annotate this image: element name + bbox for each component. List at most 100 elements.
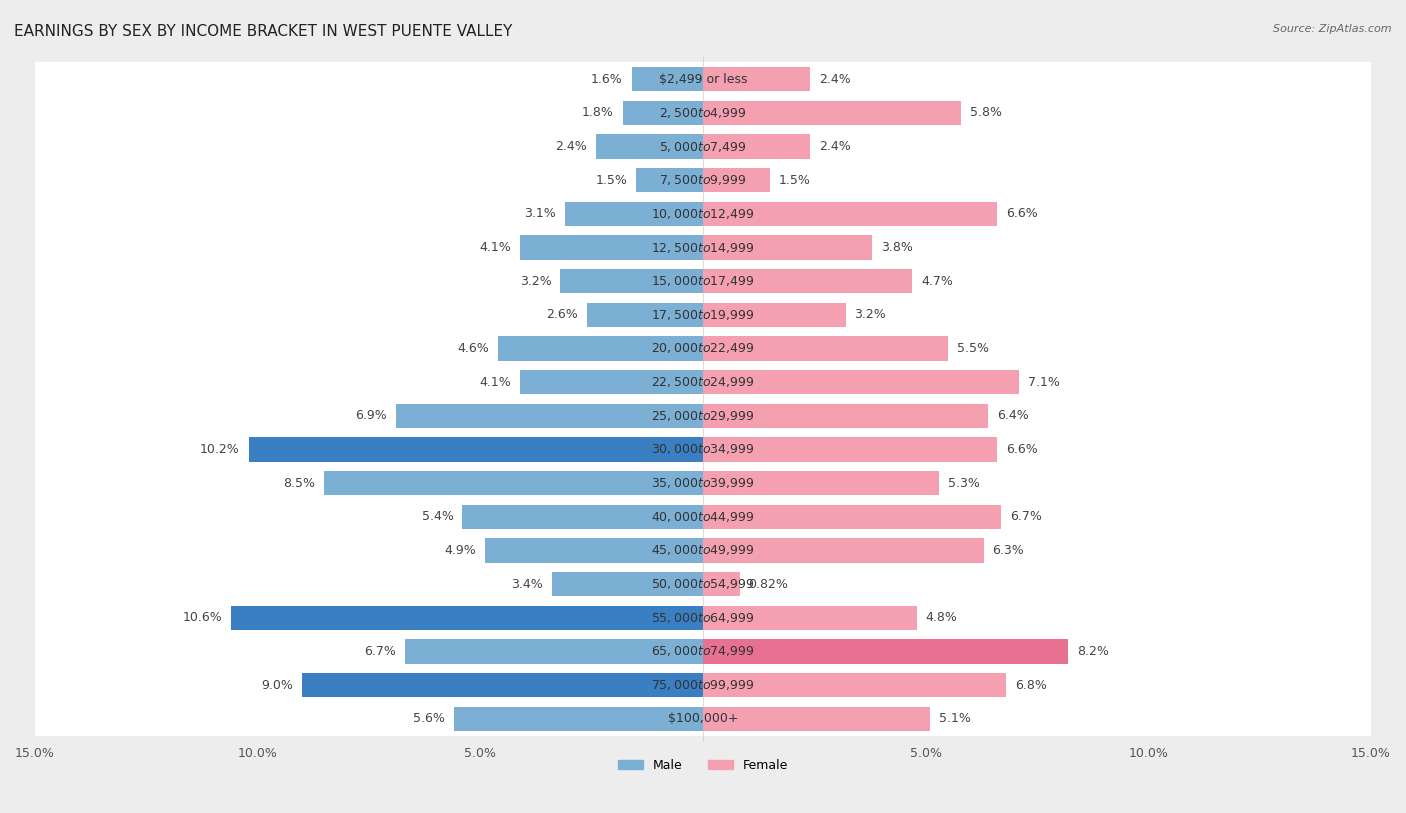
Text: 2.4%: 2.4%: [818, 72, 851, 85]
Bar: [35, 702, 1371, 736]
Bar: [703, 471, 939, 495]
Bar: [596, 134, 703, 159]
Bar: [703, 505, 1001, 529]
Text: 10.2%: 10.2%: [200, 443, 240, 456]
Text: 2.6%: 2.6%: [547, 308, 578, 321]
Bar: [565, 202, 703, 226]
Text: 6.6%: 6.6%: [1005, 207, 1038, 220]
Bar: [520, 236, 703, 259]
Bar: [35, 63, 1371, 96]
Bar: [636, 168, 703, 193]
Text: $17,500 to $19,999: $17,500 to $19,999: [651, 308, 755, 322]
Text: $5,000 to $7,499: $5,000 to $7,499: [659, 140, 747, 154]
Bar: [463, 505, 703, 529]
Bar: [631, 67, 703, 91]
Text: 7.1%: 7.1%: [1028, 376, 1060, 389]
Bar: [703, 236, 872, 259]
Bar: [35, 197, 1371, 231]
Text: 1.6%: 1.6%: [591, 72, 623, 85]
Bar: [302, 673, 703, 698]
Text: $20,000 to $22,499: $20,000 to $22,499: [651, 341, 755, 355]
Text: 5.3%: 5.3%: [948, 476, 980, 489]
Text: $15,000 to $17,499: $15,000 to $17,499: [651, 274, 755, 288]
Text: $22,500 to $24,999: $22,500 to $24,999: [651, 375, 755, 389]
Text: $7,500 to $9,999: $7,500 to $9,999: [659, 173, 747, 187]
Bar: [35, 567, 1371, 601]
Bar: [520, 370, 703, 394]
Text: EARNINGS BY SEX BY INCOME BRACKET IN WEST PUENTE VALLEY: EARNINGS BY SEX BY INCOME BRACKET IN WES…: [14, 24, 512, 39]
Bar: [703, 337, 948, 361]
Text: $2,500 to $4,999: $2,500 to $4,999: [659, 106, 747, 120]
Text: 2.4%: 2.4%: [555, 140, 588, 153]
Bar: [703, 269, 912, 293]
Bar: [703, 302, 845, 327]
Text: $40,000 to $44,999: $40,000 to $44,999: [651, 510, 755, 524]
Bar: [325, 471, 703, 495]
Bar: [703, 606, 917, 630]
Text: 2.4%: 2.4%: [818, 140, 851, 153]
Text: $2,499 or less: $2,499 or less: [659, 72, 747, 85]
Text: $10,000 to $12,499: $10,000 to $12,499: [651, 207, 755, 221]
Text: 8.5%: 8.5%: [284, 476, 315, 489]
Text: 8.2%: 8.2%: [1077, 645, 1109, 658]
Bar: [405, 639, 703, 663]
Bar: [35, 96, 1371, 130]
Text: 5.6%: 5.6%: [413, 712, 444, 725]
Text: 4.9%: 4.9%: [444, 544, 475, 557]
Text: 5.1%: 5.1%: [939, 712, 972, 725]
Text: 3.1%: 3.1%: [524, 207, 555, 220]
Text: $55,000 to $64,999: $55,000 to $64,999: [651, 611, 755, 624]
Text: 6.3%: 6.3%: [993, 544, 1024, 557]
Text: $25,000 to $29,999: $25,000 to $29,999: [651, 409, 755, 423]
Bar: [35, 365, 1371, 399]
Text: 3.2%: 3.2%: [520, 275, 551, 288]
Bar: [703, 673, 1005, 698]
Text: 1.5%: 1.5%: [779, 174, 811, 187]
Text: 6.4%: 6.4%: [997, 409, 1029, 422]
Text: 4.1%: 4.1%: [479, 376, 512, 389]
Bar: [703, 639, 1069, 663]
Text: 3.4%: 3.4%: [510, 577, 543, 590]
Text: 4.8%: 4.8%: [925, 611, 957, 624]
Text: $50,000 to $54,999: $50,000 to $54,999: [651, 577, 755, 591]
Bar: [35, 433, 1371, 467]
Text: 10.6%: 10.6%: [183, 611, 222, 624]
Bar: [551, 572, 703, 596]
Bar: [703, 67, 810, 91]
Text: 4.7%: 4.7%: [921, 275, 953, 288]
Bar: [231, 606, 703, 630]
Text: 9.0%: 9.0%: [262, 679, 294, 692]
Bar: [35, 635, 1371, 668]
Bar: [35, 533, 1371, 567]
Bar: [35, 467, 1371, 500]
Text: $30,000 to $34,999: $30,000 to $34,999: [651, 442, 755, 456]
Text: 4.6%: 4.6%: [457, 342, 489, 355]
Legend: Male, Female: Male, Female: [613, 754, 793, 777]
Bar: [703, 706, 931, 731]
Bar: [35, 130, 1371, 163]
Bar: [703, 134, 810, 159]
Text: 3.8%: 3.8%: [882, 241, 912, 254]
Text: 5.4%: 5.4%: [422, 511, 454, 524]
Text: 5.8%: 5.8%: [970, 107, 1002, 120]
Text: 6.9%: 6.9%: [356, 409, 387, 422]
Bar: [35, 231, 1371, 264]
Bar: [703, 404, 988, 428]
Text: 0.82%: 0.82%: [748, 577, 789, 590]
Text: $75,000 to $99,999: $75,000 to $99,999: [651, 678, 755, 692]
Bar: [703, 168, 770, 193]
Bar: [703, 202, 997, 226]
Text: $35,000 to $39,999: $35,000 to $39,999: [651, 476, 755, 490]
Text: 4.1%: 4.1%: [479, 241, 512, 254]
Bar: [498, 337, 703, 361]
Bar: [35, 601, 1371, 635]
Text: 1.8%: 1.8%: [582, 107, 614, 120]
Bar: [395, 404, 703, 428]
Text: $65,000 to $74,999: $65,000 to $74,999: [651, 645, 755, 659]
Bar: [588, 302, 703, 327]
Bar: [35, 399, 1371, 433]
Text: $12,500 to $14,999: $12,500 to $14,999: [651, 241, 755, 254]
Bar: [623, 101, 703, 125]
Text: 1.5%: 1.5%: [595, 174, 627, 187]
Bar: [703, 538, 984, 563]
